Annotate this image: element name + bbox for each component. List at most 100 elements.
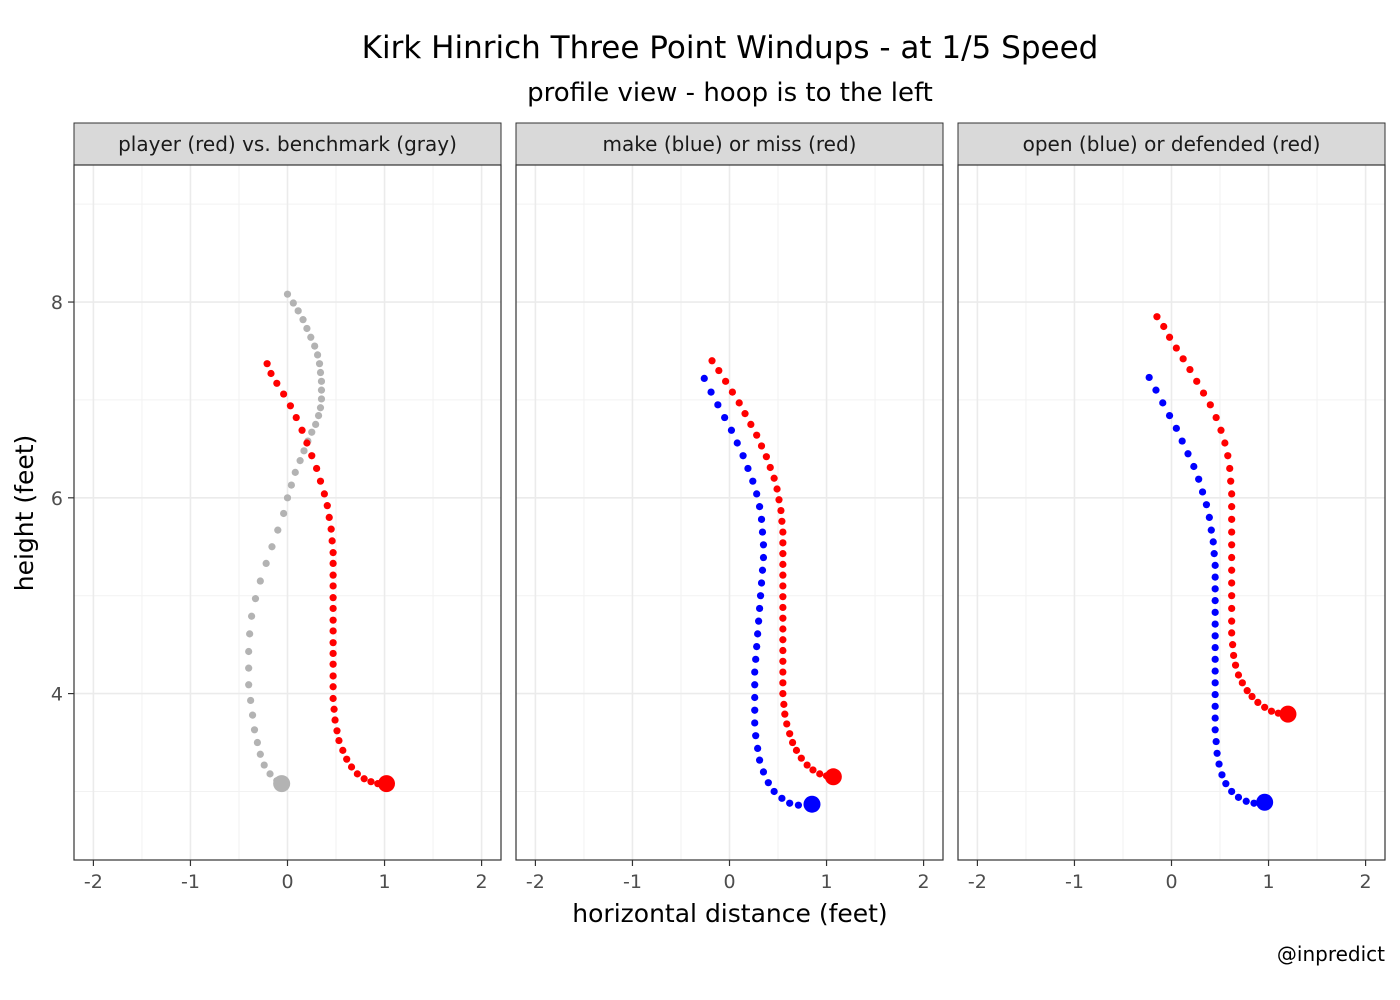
data-point — [1211, 655, 1219, 663]
data-point — [308, 428, 316, 436]
data-point — [323, 502, 331, 510]
data-point — [245, 647, 253, 656]
data-point — [753, 490, 761, 498]
data-point — [747, 420, 755, 429]
data-point — [317, 386, 326, 394]
data-point — [331, 716, 339, 724]
data-point — [1211, 620, 1219, 628]
data-point — [325, 513, 333, 521]
data-point — [780, 700, 788, 708]
data-point — [335, 736, 343, 745]
series-2 — [700, 374, 821, 813]
series-1 — [245, 290, 326, 793]
data-point — [1186, 365, 1194, 374]
data-point — [347, 763, 356, 771]
facet-strip-label: open (blue) or defended (red) — [1023, 132, 1321, 156]
data-point — [1202, 501, 1211, 509]
data-point — [1153, 313, 1161, 321]
x-tick-label: -2 — [526, 871, 545, 893]
data-point — [1211, 690, 1219, 699]
data-point — [758, 566, 767, 574]
data-point — [781, 710, 789, 718]
data-point — [744, 464, 752, 473]
data-point — [757, 442, 766, 450]
x-tick-label: -2 — [84, 871, 103, 893]
data-point — [1228, 787, 1236, 796]
data-point — [1211, 573, 1219, 581]
x-tick-label: -1 — [623, 871, 642, 893]
data-point — [299, 316, 307, 324]
data-point — [250, 726, 259, 734]
data-point — [328, 537, 336, 545]
data-point — [1198, 488, 1207, 496]
data-point — [1179, 355, 1187, 363]
data-point — [794, 801, 803, 809]
data-point — [1228, 503, 1236, 511]
data-point — [1228, 566, 1236, 574]
x-tick-label: 1 — [820, 871, 832, 893]
x-tick-label: -1 — [1065, 871, 1084, 893]
data-point — [1221, 439, 1229, 447]
data-point — [329, 683, 337, 691]
data-point — [755, 617, 763, 625]
x-tick-label: 0 — [1165, 871, 1177, 893]
data-point — [1178, 437, 1186, 445]
data-point — [1211, 667, 1219, 675]
data-point — [353, 770, 361, 778]
data-point — [1261, 703, 1269, 711]
data-point — [329, 639, 337, 647]
y-tick-label: 6 — [51, 488, 63, 510]
data-point — [315, 360, 324, 368]
facet-panel-1: player (red) vs. benchmark (gray) -2 -1 0 1 2… — [51, 122, 502, 893]
data-point — [367, 778, 375, 786]
data-point — [779, 528, 787, 536]
data-point — [779, 593, 787, 601]
data-point — [329, 571, 337, 579]
data-point — [728, 388, 737, 396]
data-point — [770, 787, 778, 796]
data-point — [735, 399, 743, 407]
data-point — [312, 420, 320, 429]
data-point — [245, 681, 253, 689]
data-point — [1243, 687, 1251, 695]
data-point — [751, 693, 759, 702]
data-point — [1217, 426, 1225, 434]
data-point — [1230, 651, 1238, 660]
data-point — [268, 543, 276, 551]
data-point — [251, 595, 260, 603]
end-point — [1256, 793, 1274, 811]
caption: @inpredict — [1277, 942, 1385, 966]
data-point — [1228, 629, 1236, 637]
data-point — [287, 481, 295, 489]
data-point — [779, 668, 787, 676]
x-tick-label: 2 — [476, 871, 488, 893]
data-point — [1248, 692, 1256, 701]
end-point — [377, 775, 395, 793]
data-point — [1228, 617, 1236, 625]
data-point — [1209, 538, 1217, 546]
series-2 — [1145, 373, 1274, 811]
data-point — [809, 766, 817, 774]
data-point — [1254, 698, 1262, 707]
data-point — [247, 612, 256, 620]
data-point — [708, 357, 716, 365]
data-point — [1224, 452, 1232, 460]
end-point — [1279, 705, 1297, 723]
data-point — [759, 553, 768, 562]
data-point — [749, 477, 757, 485]
data-point — [779, 614, 787, 622]
data-point — [260, 761, 268, 769]
data-point — [311, 342, 319, 350]
data-point — [308, 452, 316, 460]
data-point — [313, 464, 321, 473]
data-point — [327, 525, 335, 533]
end-point — [803, 795, 821, 813]
data-point — [1193, 377, 1201, 385]
data-point — [759, 541, 768, 549]
data-point — [303, 439, 311, 447]
data-point — [1211, 679, 1219, 687]
data-point — [779, 582, 787, 590]
data-point — [779, 560, 787, 568]
data-point — [1250, 799, 1258, 807]
data-point — [286, 402, 295, 410]
